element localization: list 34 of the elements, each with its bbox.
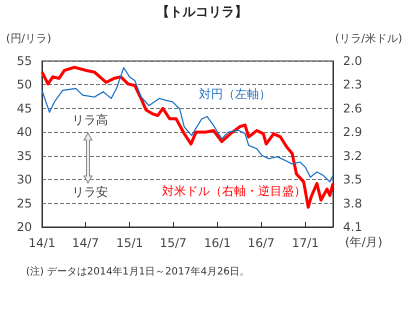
y2-tick-label: 3.5 [343,172,362,187]
annotation: リラ安 [72,185,108,199]
y-tick-label: 25 [16,196,32,210]
y-tick-label: 45 [16,101,32,116]
y-tick-label: 50 [16,78,32,92]
chart-title: 【トルコリラ】 [156,4,248,20]
x-tick-label: 16/7 [248,236,275,250]
line-series [40,66,334,209]
x-tick-label: 15/7 [160,236,187,250]
text: (注) データは2014年1月1日～2017年4月26日。 [26,266,250,278]
y2-tick-label: 2.0 [343,54,362,68]
x-tick-label: 17/1 [292,236,319,250]
x-tick-label: 16/1 [204,236,231,250]
annotation: リラ高 [72,113,108,127]
y-tick-label: 55 [16,54,32,68]
y2-axis-title: (リラ/米ドル) [335,32,402,45]
y-tick-label: 30 [16,172,32,187]
y-tick-label: 20 [16,220,32,234]
y2-tick-label: 4.1 [343,220,362,234]
series-label: 対円（左軸） [199,87,271,101]
x-tick-label: 14/1 [28,236,56,250]
y2-tick-label: 3.8 [343,196,362,210]
y-tick-label: 35 [16,148,32,163]
y-tick-label: 40 [16,125,32,140]
y2-tick-label: 2.9 [343,125,362,140]
series-label: 対米ドル（右軸・逆目盛） [162,184,306,198]
y2-tick-label: 2.3 [343,78,362,92]
y-axis-title: (円/リラ) [6,32,52,45]
line-series [41,67,334,183]
y2-tick-label: 3.2 [343,148,362,163]
x-tick-label: 14/7 [72,236,99,250]
x-tick-label: 15/1 [116,236,144,250]
y2-tick-label: 2.6 [343,101,362,116]
x-axis-title: (年/月) [345,235,382,249]
